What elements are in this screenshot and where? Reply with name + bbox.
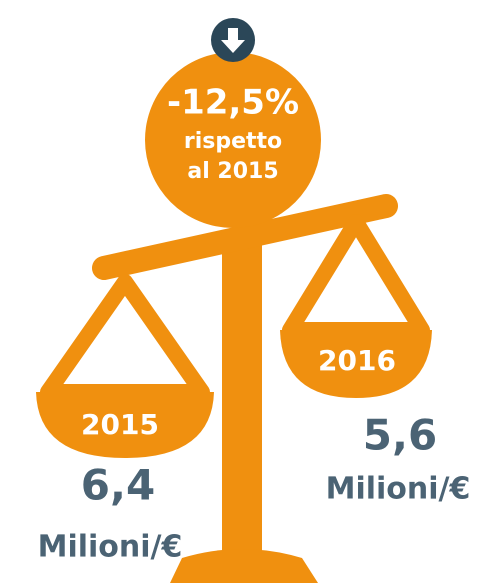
left-hanger: [48, 282, 202, 392]
badge-line: rispetto: [184, 129, 282, 154]
base: [170, 549, 318, 583]
right-hanger: [290, 222, 422, 330]
unit: Milioni/€: [326, 472, 471, 507]
badge-line: al 2015: [187, 159, 278, 184]
change: -12,5%: [167, 83, 299, 123]
year-label: 2015: [81, 408, 159, 441]
value: 6,4: [81, 461, 155, 510]
pole: [222, 235, 262, 565]
unit: Milioni/€: [38, 530, 183, 565]
year-label: 2016: [318, 344, 396, 377]
infographic: -12,5% rispetto al 2015 2015 2016 6,4 Mi…: [0, 0, 492, 583]
value: 5,6: [363, 411, 437, 460]
